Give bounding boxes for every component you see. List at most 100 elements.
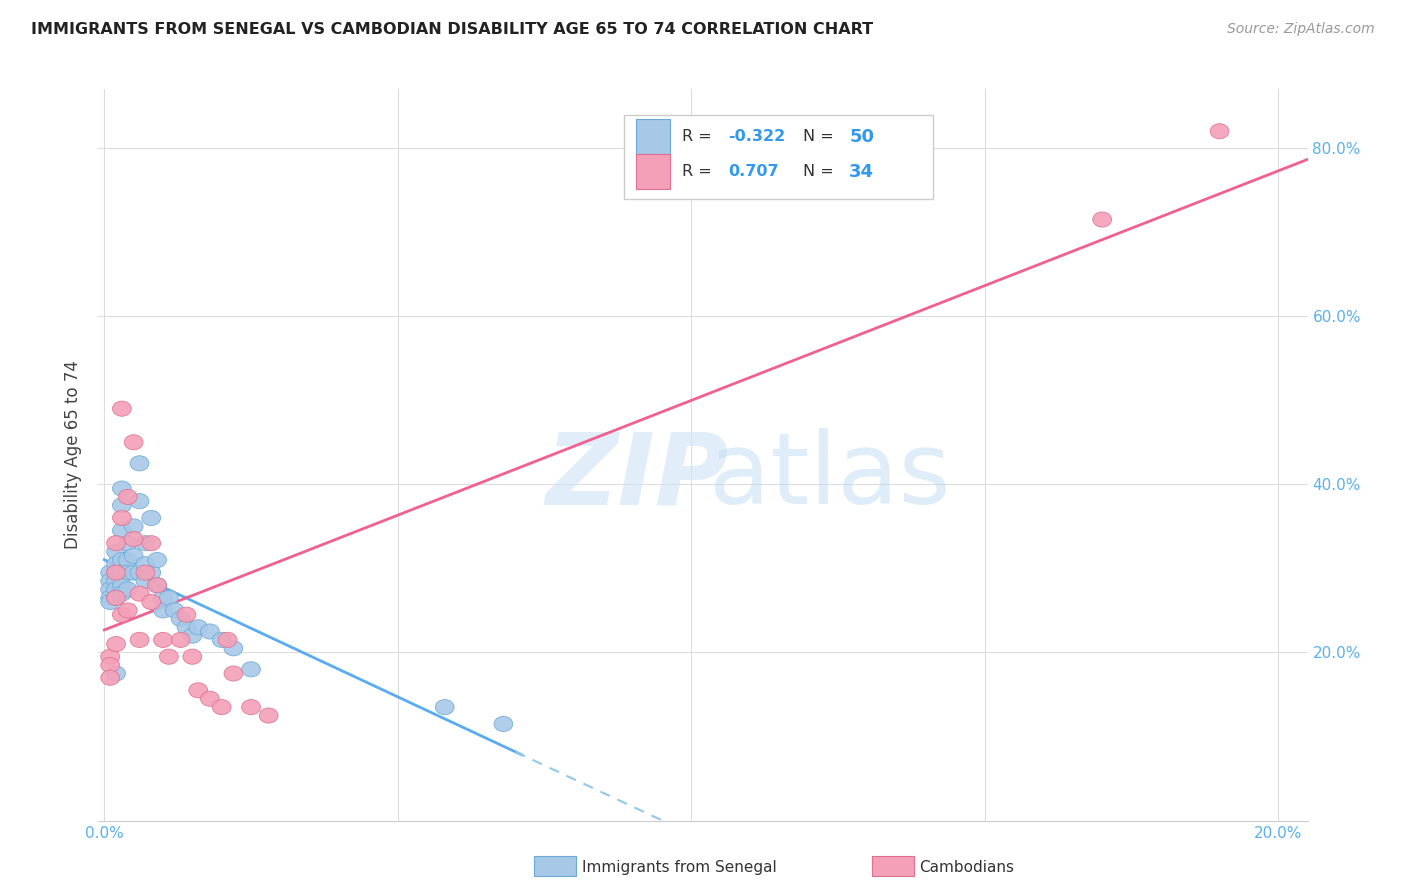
Ellipse shape <box>118 603 138 618</box>
Ellipse shape <box>177 607 195 623</box>
Text: 50: 50 <box>849 128 875 145</box>
Ellipse shape <box>101 591 120 606</box>
Ellipse shape <box>148 552 166 567</box>
Ellipse shape <box>142 594 160 609</box>
Ellipse shape <box>107 666 125 681</box>
Ellipse shape <box>112 401 131 417</box>
Text: IMMIGRANTS FROM SENEGAL VS CAMBODIAN DISABILITY AGE 65 TO 74 CORRELATION CHART: IMMIGRANTS FROM SENEGAL VS CAMBODIAN DIS… <box>31 22 873 37</box>
Ellipse shape <box>118 535 138 550</box>
Ellipse shape <box>131 586 149 601</box>
Ellipse shape <box>172 611 190 626</box>
Ellipse shape <box>107 565 125 580</box>
Ellipse shape <box>153 603 173 618</box>
Ellipse shape <box>242 699 260 714</box>
Ellipse shape <box>142 510 160 525</box>
Ellipse shape <box>188 682 208 698</box>
Ellipse shape <box>112 586 131 601</box>
Text: N =: N = <box>803 129 839 145</box>
Ellipse shape <box>112 565 131 580</box>
Ellipse shape <box>224 666 243 681</box>
Ellipse shape <box>177 620 195 635</box>
Ellipse shape <box>112 481 131 496</box>
Text: ZIP: ZIP <box>546 428 728 525</box>
Ellipse shape <box>118 565 138 580</box>
Ellipse shape <box>136 557 155 572</box>
Ellipse shape <box>142 565 160 580</box>
Ellipse shape <box>112 498 131 513</box>
Ellipse shape <box>131 493 149 508</box>
Ellipse shape <box>107 557 125 572</box>
Ellipse shape <box>159 649 179 665</box>
Ellipse shape <box>112 552 131 567</box>
Ellipse shape <box>107 637 125 652</box>
Ellipse shape <box>166 603 184 618</box>
Ellipse shape <box>112 607 131 623</box>
Bar <box>637 120 671 154</box>
Ellipse shape <box>118 552 138 567</box>
Text: Cambodians: Cambodians <box>920 860 1015 874</box>
Ellipse shape <box>101 582 120 597</box>
Text: Immigrants from Senegal: Immigrants from Senegal <box>582 860 778 874</box>
Ellipse shape <box>107 535 125 550</box>
Ellipse shape <box>107 591 125 606</box>
Text: -0.322: -0.322 <box>728 129 786 145</box>
Text: 34: 34 <box>849 163 875 181</box>
Text: N =: N = <box>803 164 839 179</box>
Ellipse shape <box>153 632 173 648</box>
Bar <box>637 154 671 189</box>
Ellipse shape <box>112 578 131 593</box>
Ellipse shape <box>159 591 179 606</box>
Ellipse shape <box>183 649 201 665</box>
Text: R =: R = <box>682 164 717 179</box>
Text: R =: R = <box>682 129 717 145</box>
Ellipse shape <box>118 582 138 597</box>
Ellipse shape <box>148 578 166 593</box>
Ellipse shape <box>218 632 238 648</box>
Ellipse shape <box>148 578 166 593</box>
Ellipse shape <box>101 649 120 665</box>
Ellipse shape <box>201 624 219 639</box>
Ellipse shape <box>136 535 155 550</box>
Ellipse shape <box>124 434 143 450</box>
Text: 0.707: 0.707 <box>728 164 779 179</box>
Ellipse shape <box>153 591 173 606</box>
Ellipse shape <box>101 565 120 580</box>
Ellipse shape <box>107 574 125 589</box>
Ellipse shape <box>101 657 120 673</box>
Ellipse shape <box>101 594 120 609</box>
Text: atlas: atlas <box>709 428 950 525</box>
Ellipse shape <box>1092 212 1112 227</box>
Ellipse shape <box>188 620 208 635</box>
Ellipse shape <box>136 574 155 589</box>
Ellipse shape <box>259 708 278 723</box>
Ellipse shape <box>112 510 131 525</box>
Ellipse shape <box>101 670 120 685</box>
Ellipse shape <box>494 716 513 731</box>
Ellipse shape <box>107 591 125 606</box>
Ellipse shape <box>124 565 143 580</box>
Ellipse shape <box>212 699 231 714</box>
Y-axis label: Disability Age 65 to 74: Disability Age 65 to 74 <box>65 360 83 549</box>
FancyBboxPatch shape <box>624 115 932 199</box>
Ellipse shape <box>107 565 125 580</box>
Ellipse shape <box>183 628 201 643</box>
Ellipse shape <box>131 565 149 580</box>
Ellipse shape <box>124 532 143 547</box>
Ellipse shape <box>201 691 219 706</box>
Ellipse shape <box>212 632 231 648</box>
Ellipse shape <box>112 523 131 538</box>
Text: Source: ZipAtlas.com: Source: ZipAtlas.com <box>1227 22 1375 37</box>
Ellipse shape <box>1211 124 1229 139</box>
Ellipse shape <box>124 549 143 564</box>
Ellipse shape <box>224 640 243 656</box>
Ellipse shape <box>131 632 149 648</box>
Ellipse shape <box>172 632 190 648</box>
Ellipse shape <box>118 490 138 505</box>
Ellipse shape <box>107 582 125 597</box>
Ellipse shape <box>101 574 120 589</box>
Ellipse shape <box>124 519 143 534</box>
Ellipse shape <box>131 456 149 471</box>
Ellipse shape <box>107 544 125 559</box>
Ellipse shape <box>242 662 260 677</box>
Ellipse shape <box>142 535 160 550</box>
